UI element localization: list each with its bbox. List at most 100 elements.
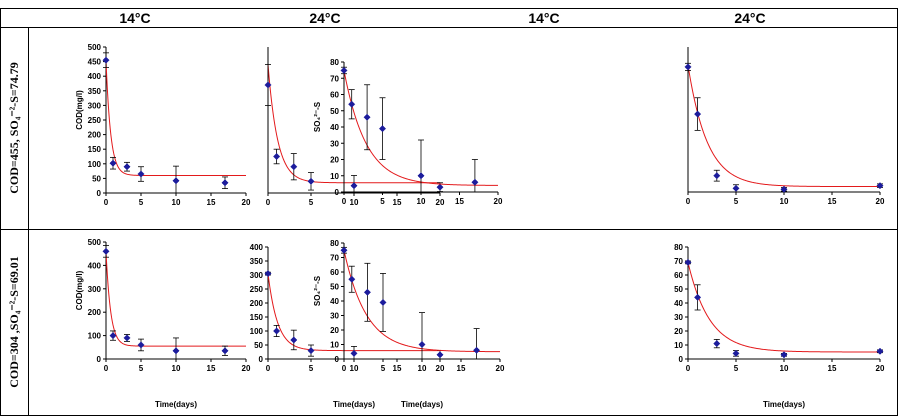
y-tick-label: 70 — [674, 257, 683, 266]
x-tick-label: 15 — [828, 364, 837, 373]
y-tick-label: 70 — [330, 74, 339, 83]
row-label-2: COD=304 ,SO₄⁻²-S=69.01 — [7, 256, 21, 388]
y-tick-label: 250 — [250, 285, 264, 294]
data-point — [713, 340, 721, 348]
data-point — [876, 347, 884, 355]
y-tick-label: 0 — [97, 355, 102, 364]
x-tick-label: 10 — [418, 364, 427, 373]
y-tick-label: 50 — [92, 174, 101, 183]
y-tick-label: 500 — [88, 238, 102, 247]
y-tick-label: 70 — [330, 254, 339, 263]
data-point — [102, 247, 110, 255]
column-header-3: 14°C — [528, 10, 559, 26]
data-point — [732, 184, 740, 192]
error-bar — [473, 328, 480, 360]
y-tick-label: 40 — [330, 297, 339, 306]
x-axis-label: Time(days) — [763, 400, 805, 409]
data-point — [123, 163, 131, 171]
x-tick-label: 0 — [342, 197, 347, 206]
y-tick-label: 100 — [250, 327, 264, 336]
x-tick-label: 15 — [207, 364, 216, 373]
x-tick-label: 5 — [734, 197, 739, 206]
y-tick-label: 80 — [674, 243, 683, 252]
y-tick-label: 400 — [88, 72, 102, 81]
y-tick-label: 50 — [254, 341, 263, 350]
column-header-4: 24°C — [734, 10, 765, 26]
error-bar — [418, 139, 424, 193]
x-axis-label: Time(days) — [333, 400, 375, 409]
y-tick-label: 250 — [88, 116, 102, 125]
x-tick-label: 15 — [455, 197, 464, 206]
y-tick-label: 10 — [330, 172, 339, 181]
y-tick-label: 350 — [250, 257, 264, 266]
y-tick-label: 50 — [330, 107, 339, 116]
data-point — [379, 298, 387, 307]
panel-r1-c1: 0 50 100 150 200 250 300 350 400 450 500 0 5 10 15 20 CO… — [75, 43, 251, 207]
data-point — [780, 185, 788, 193]
x-tick-label: 0 — [266, 364, 271, 373]
x-tick-label: 10 — [172, 198, 181, 207]
data-point — [694, 110, 702, 118]
data-point — [684, 258, 692, 266]
y-tick-label: 40 — [330, 123, 339, 132]
y-tick-label: 20 — [330, 326, 339, 335]
y-tick-label: 80 — [330, 239, 339, 248]
y-tick-label: 80 — [330, 58, 339, 67]
x-tick-label: 20 — [436, 364, 445, 373]
y-tick-label: 150 — [250, 313, 264, 322]
y-tick-label: 10 — [674, 341, 683, 350]
x-tick-label: 20 — [242, 198, 251, 207]
data-point — [732, 349, 740, 357]
x-tick-label: 10 — [350, 364, 359, 373]
data-point — [273, 327, 281, 335]
x-tick-label: 5 — [309, 198, 314, 207]
data-point — [436, 351, 444, 359]
x-tick-label: 10 — [780, 364, 789, 373]
x-tick-label: 20 — [494, 197, 503, 206]
data-point — [307, 177, 315, 185]
figure-frame — [0, 8, 898, 416]
data-point — [350, 349, 358, 357]
data-point — [473, 346, 481, 354]
y-tick-label: 450 — [88, 58, 102, 67]
x-axis-label: Time(days) — [401, 400, 443, 409]
column-headers: 14°C 24°C 14°C 24°C — [119, 10, 765, 26]
row-labels: COD=455, SO₄⁻²-S=74.79 COD=304 ,SO₄⁻²-S=… — [7, 62, 21, 388]
x-tick-label: 15 — [207, 198, 216, 207]
data-point — [363, 113, 371, 121]
data-point — [348, 100, 356, 108]
x-tick-label: 10 — [417, 197, 426, 206]
column-header-2: 24°C — [309, 10, 340, 26]
x-tick-label: 20 — [436, 198, 445, 207]
error-bar — [471, 159, 478, 193]
y-tick-label: 100 — [88, 160, 102, 169]
y-tick-label: 50 — [330, 283, 339, 292]
x-tick-label: 0 — [686, 364, 691, 373]
data-point — [684, 63, 692, 71]
y-tick-label: 0 — [679, 355, 684, 364]
data-point — [137, 170, 145, 178]
x-tick-label: 15 — [828, 197, 837, 206]
y-tick-label: 200 — [250, 299, 264, 308]
x-tick-label: 20 — [242, 364, 251, 373]
data-point — [290, 336, 298, 344]
y-tick-label: 300 — [88, 285, 102, 294]
data-point — [123, 334, 131, 342]
panel-r1-c2: 0 5 10 15 20 — [264, 47, 445, 207]
x-tick-label: 5 — [381, 364, 386, 373]
data-point — [876, 182, 884, 190]
y-tick-label: 40 — [674, 299, 683, 308]
y-tick-label: 60 — [330, 91, 339, 100]
fit-curve — [687, 262, 880, 353]
x-axis-label: Time(days) — [155, 400, 197, 409]
y-tick-label: 0 — [335, 355, 340, 364]
data-point — [172, 177, 180, 185]
y-tick-label: 20 — [674, 327, 683, 336]
y-axis-label: SO₄²⁻-S — [313, 275, 322, 306]
y-tick-label: 400 — [250, 243, 264, 252]
x-tick-label: 5 — [380, 197, 385, 206]
data-point — [109, 159, 117, 167]
data-point — [109, 332, 117, 340]
